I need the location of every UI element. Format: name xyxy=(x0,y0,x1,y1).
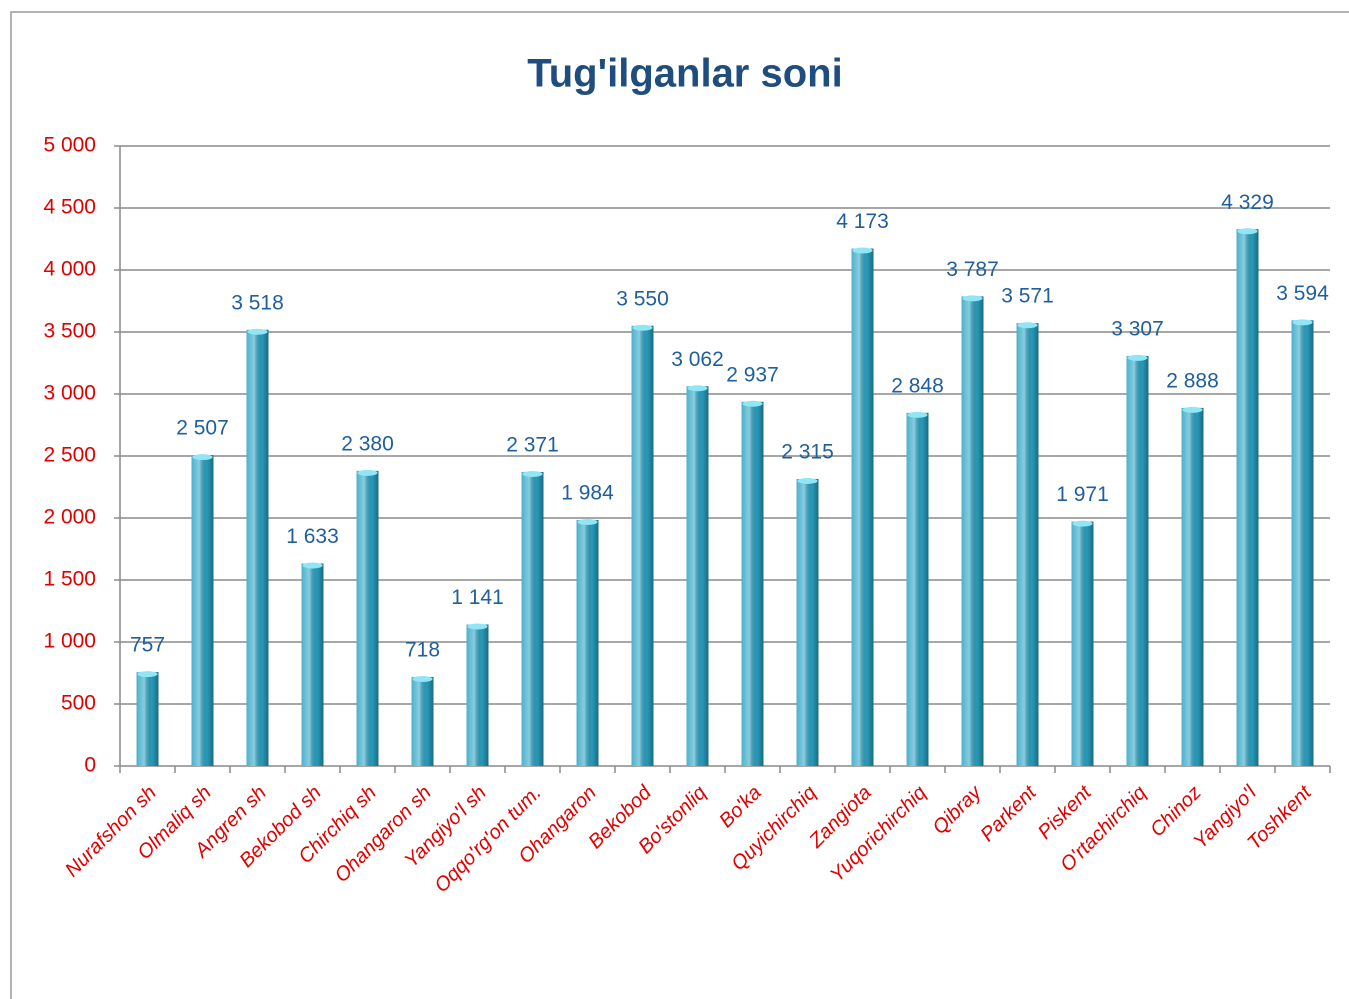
data-label: 2 315 xyxy=(781,440,834,463)
data-label: 2 371 xyxy=(506,434,559,457)
y-tick-label: 500 xyxy=(61,692,96,715)
data-label: 2 937 xyxy=(726,363,779,386)
x-tick-label: Yuqorichirchiq xyxy=(826,782,931,887)
y-tick-label: 5 000 xyxy=(43,134,96,157)
data-label: 3 550 xyxy=(616,287,669,310)
bar-cap xyxy=(687,385,708,392)
data-label: 1 971 xyxy=(1056,483,1109,506)
data-label: 3 571 xyxy=(1001,285,1054,308)
x-tick-label: Parkent xyxy=(976,781,1041,846)
bar-cap xyxy=(137,671,158,678)
data-label: 3 518 xyxy=(231,291,284,314)
data-label: 2 507 xyxy=(176,417,229,440)
data-label: 2 380 xyxy=(341,432,394,455)
x-tick-label: Ohangaron sh xyxy=(331,782,436,887)
bar-shade xyxy=(356,470,379,766)
bar-cap xyxy=(962,295,983,302)
bar-cap xyxy=(1017,322,1038,329)
data-label: 3 787 xyxy=(946,258,999,281)
bar-shade xyxy=(851,248,874,767)
data-label: 1 633 xyxy=(286,525,339,548)
bar-cap xyxy=(192,454,213,461)
data-label: 2 848 xyxy=(891,374,944,397)
data-label: 2 888 xyxy=(1166,369,1219,392)
bar-shade xyxy=(576,519,599,766)
data-label: 1 141 xyxy=(451,586,504,609)
bar-cap xyxy=(1182,406,1203,413)
x-tick-label: Nurafshon sh xyxy=(61,782,161,882)
bar-shade xyxy=(906,412,929,766)
bar-shade xyxy=(961,296,984,766)
bar-cap xyxy=(742,400,763,407)
bar-shade xyxy=(1181,407,1204,766)
y-tick-label: 2 500 xyxy=(43,444,96,467)
bar-cap xyxy=(247,328,268,335)
bar-cap xyxy=(357,469,378,476)
y-tick-label: 3 500 xyxy=(43,320,96,343)
bar-shade xyxy=(631,325,654,766)
bar-shade xyxy=(301,563,324,766)
y-tick-label: 0 xyxy=(84,754,96,777)
data-label: 757 xyxy=(130,634,165,657)
bar-shade xyxy=(1071,521,1094,766)
bar-cap xyxy=(522,470,543,477)
y-tick-label: 2 000 xyxy=(43,506,96,529)
bar-shade xyxy=(741,401,764,766)
data-label: 718 xyxy=(405,639,440,662)
bar-cap xyxy=(852,247,873,254)
bar-cap xyxy=(1127,354,1148,361)
bar-shade xyxy=(521,471,544,766)
data-label: 3 307 xyxy=(1111,317,1164,340)
bar-shade xyxy=(136,672,159,766)
bar-cap xyxy=(1237,228,1258,235)
bar-shade xyxy=(246,329,269,766)
bar-shade xyxy=(466,624,489,766)
y-tick-label: 1 000 xyxy=(43,630,96,653)
y-tick-label: 4 500 xyxy=(43,196,96,219)
bar-cap xyxy=(797,477,818,484)
bar-cap xyxy=(302,562,323,569)
bar-cap xyxy=(577,518,598,525)
bar-shade xyxy=(796,478,819,766)
bar-shade xyxy=(1236,229,1259,767)
bar-cap xyxy=(1292,319,1313,326)
bar-shade xyxy=(411,676,434,766)
bar-shade xyxy=(1291,320,1314,766)
bar-shade xyxy=(686,386,709,766)
data-label: 4 329 xyxy=(1221,191,1274,214)
bar-shade xyxy=(191,455,214,766)
y-tick-label: 4 000 xyxy=(43,258,96,281)
bar-shade xyxy=(1126,355,1149,766)
bar-cap xyxy=(907,411,928,418)
data-label: 1 984 xyxy=(561,482,614,505)
data-label: 3 594 xyxy=(1276,282,1329,305)
bar-cap xyxy=(467,623,488,630)
data-label: 4 173 xyxy=(836,210,889,233)
bar-cap xyxy=(632,324,653,331)
bar-cap xyxy=(412,675,433,682)
data-label: 3 062 xyxy=(671,348,724,371)
y-tick-label: 1 500 xyxy=(43,568,96,591)
x-tick-label: Bo'ka xyxy=(715,782,765,832)
y-tick-label: 3 000 xyxy=(43,382,96,405)
bar-shade xyxy=(1016,323,1039,766)
bar-cap xyxy=(1072,520,1093,527)
chart-title: Tug'ilganlar soni xyxy=(527,52,842,96)
chart-frame xyxy=(10,11,1349,999)
